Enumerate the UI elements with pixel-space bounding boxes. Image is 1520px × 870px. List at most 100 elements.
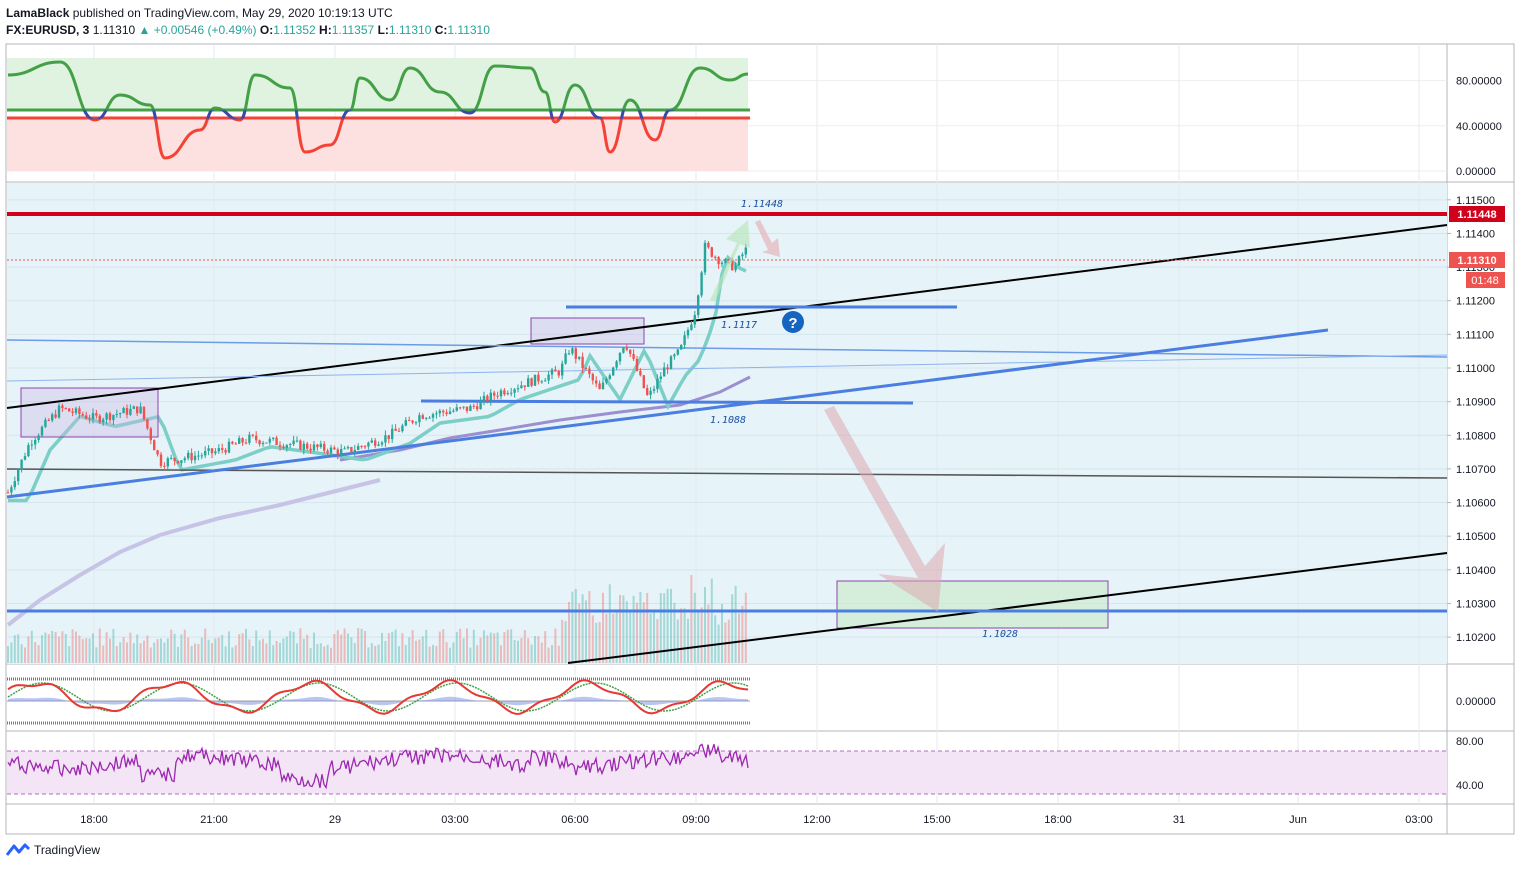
volume-bar (710, 578, 713, 663)
candle-body (142, 406, 146, 420)
volume-bar (245, 628, 247, 663)
candle-body (659, 376, 662, 379)
consolidation-box-1[interactable] (20, 387, 159, 438)
volume-bar (268, 630, 271, 663)
volume-bar (574, 589, 577, 663)
candle-body (139, 406, 142, 414)
candle-body (61, 405, 64, 409)
candle-body (499, 390, 503, 397)
candle-body (231, 441, 234, 444)
candle-body (496, 395, 499, 397)
volume-bar (272, 645, 275, 663)
ascending-thin-trendline[interactable] (6, 354, 1448, 382)
question-mark-icon[interactable] (782, 311, 804, 333)
volume-bar (571, 591, 574, 663)
volume-bar (248, 639, 251, 663)
low-label: L: (377, 23, 389, 37)
candle-body (605, 378, 608, 383)
volume-bar (476, 645, 479, 663)
candle-body (81, 413, 84, 416)
candle-body (275, 437, 278, 446)
volume-bar (44, 632, 47, 663)
volume-bar (353, 642, 356, 663)
candle-body (459, 407, 462, 409)
candle-body (700, 272, 703, 296)
support-trendline[interactable] (6, 328, 1329, 499)
volume-bar (646, 592, 649, 663)
candle-body (649, 390, 652, 395)
candle-body (557, 371, 560, 376)
volume-bar (374, 645, 377, 663)
volume-bar (415, 640, 417, 663)
candle-body (210, 448, 214, 454)
candle-body (30, 444, 33, 446)
level-1088[interactable] (420, 399, 914, 405)
volume-bar (323, 646, 326, 663)
candle-body (115, 414, 118, 416)
current-price-text: 1.11310 (1457, 255, 1496, 267)
candle-body (119, 413, 122, 415)
lower-channel-trendline[interactable] (567, 552, 1448, 664)
volume-bar (262, 638, 264, 663)
price-scale[interactable]: 1.115001.114001.113001.112001.111001.110… (1447, 76, 1502, 792)
candle-body (676, 349, 679, 355)
volume-bar (649, 613, 652, 663)
volume-bar (153, 642, 156, 663)
candle-body (6, 492, 10, 494)
candle-body (306, 443, 309, 449)
price-tick-label: 1.10400 (1456, 565, 1496, 577)
candle-body (493, 392, 496, 396)
candle-body (615, 361, 618, 368)
volume-bar (727, 619, 730, 663)
volume-bar (469, 647, 472, 663)
candle-body (268, 438, 271, 443)
candle-body (204, 450, 207, 456)
candle-body (255, 435, 258, 441)
candle-body (452, 410, 455, 412)
price-tick-label: 1.10600 (1456, 498, 1496, 510)
volume-bar (387, 633, 390, 663)
time-tick-label: 21:00 (200, 814, 228, 826)
volume-bar (455, 631, 458, 663)
up-arrow-green (710, 220, 750, 302)
candle-body (163, 465, 166, 467)
upper-channel-trendline[interactable] (6, 224, 1448, 409)
candle-body (258, 440, 261, 445)
volume-bar (500, 645, 502, 663)
target-box[interactable] (836, 580, 1109, 629)
moving-average-fast (8, 254, 747, 503)
price-tick-label: 1.10200 (1456, 632, 1496, 644)
volume-bar (707, 604, 710, 663)
candle-body (343, 448, 346, 450)
volume-bar (472, 629, 475, 663)
volume-bar (170, 629, 173, 663)
author-name[interactable]: LamaBlack (6, 6, 70, 20)
candle-body (421, 415, 424, 419)
descending-trendline[interactable] (6, 339, 1448, 358)
tradingview-logo[interactable]: TradingView (6, 843, 100, 857)
time-scale[interactable]: 18:00 21:00 29 03:00 06:00 09:00 12:00 15:00 18:… (80, 814, 1433, 826)
symbol-label[interactable]: FX:EURUSD, 3 (6, 23, 90, 37)
rsi-tick-label: 80.00 (1456, 736, 1484, 748)
candle-body (425, 417, 428, 419)
candle-body (207, 448, 210, 451)
flat-trendline[interactable] (6, 468, 1448, 479)
consolidation-box-2[interactable] (530, 317, 645, 345)
candle-body (17, 469, 20, 482)
candle-body (224, 449, 227, 453)
candle-body (618, 352, 622, 362)
volume-bar (615, 610, 618, 663)
candle-body (520, 385, 523, 389)
candle-body (635, 359, 639, 371)
volume-bar (449, 647, 451, 663)
volume-bar (102, 645, 105, 663)
candle-body (183, 458, 186, 461)
volume-bar (58, 636, 60, 663)
candle-body (724, 259, 727, 263)
candle-body (326, 450, 329, 454)
time-tick-label: 29 (329, 814, 341, 826)
volume-bar (568, 602, 570, 663)
candle-body (102, 419, 105, 423)
candle-body (159, 454, 163, 466)
